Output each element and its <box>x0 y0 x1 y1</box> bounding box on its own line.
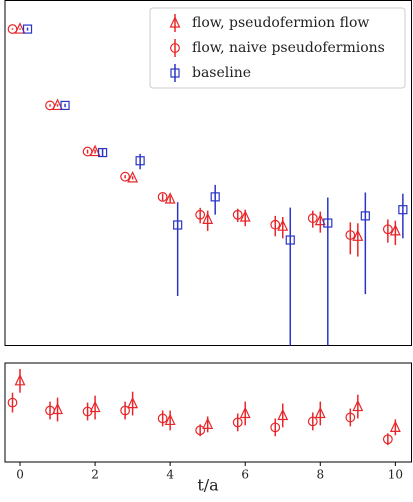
marker <box>277 219 289 231</box>
marker <box>202 212 214 225</box>
marker <box>14 22 26 34</box>
marker <box>52 402 63 415</box>
marker <box>314 406 326 419</box>
marker <box>232 417 243 428</box>
marker <box>270 422 281 433</box>
x-axis-label: t/a <box>197 476 219 495</box>
marker <box>120 171 131 182</box>
marker <box>97 147 108 158</box>
marker <box>127 396 139 409</box>
marker <box>157 192 168 202</box>
marker <box>202 417 214 429</box>
marker <box>307 213 318 224</box>
marker <box>52 98 63 111</box>
marker <box>173 220 183 230</box>
legend-marker <box>169 16 181 28</box>
marker <box>277 408 289 421</box>
marker <box>398 205 408 215</box>
marker <box>239 406 251 419</box>
marker <box>135 156 145 166</box>
marker <box>120 405 131 416</box>
marker <box>82 406 93 417</box>
marker <box>195 425 206 436</box>
legend-label: baseline <box>192 65 251 81</box>
marker <box>82 146 93 157</box>
marker <box>307 416 318 427</box>
marker <box>270 219 281 230</box>
marker <box>382 224 393 235</box>
x-tick-label: 2 <box>91 468 99 482</box>
marker <box>22 24 33 34</box>
legend-label: flow, naive pseudofermions <box>192 40 385 56</box>
x-tick-label: 0 <box>16 468 24 482</box>
marker <box>285 235 295 245</box>
x-tick-label: 8 <box>316 468 324 482</box>
marker <box>232 209 243 220</box>
marker <box>389 420 401 432</box>
marker <box>89 144 101 157</box>
marker <box>45 405 55 416</box>
marker <box>389 224 401 236</box>
x-tick-label: 6 <box>241 468 249 482</box>
marker <box>239 210 251 222</box>
marker <box>157 413 168 424</box>
marker <box>164 192 176 204</box>
legend-box <box>149 7 406 89</box>
marker <box>127 170 139 183</box>
marker <box>323 218 333 228</box>
marker <box>314 213 326 226</box>
marker <box>345 412 356 423</box>
marker <box>352 399 364 412</box>
marker <box>360 211 370 221</box>
legend-marker <box>170 68 180 78</box>
legend-marker <box>170 43 180 53</box>
legend-label: flow, pseudofermion flow <box>192 15 369 31</box>
top-frame <box>4 0 412 346</box>
marker <box>164 413 176 426</box>
marker <box>382 434 393 445</box>
marker <box>89 400 101 413</box>
x-tick-label: 4 <box>166 468 174 482</box>
marker <box>195 209 206 220</box>
marker <box>14 373 26 386</box>
marker <box>7 24 18 34</box>
x-tick-label: 10 <box>388 468 403 482</box>
marker <box>7 397 18 408</box>
marker <box>352 229 364 241</box>
bottom-frame <box>4 362 412 463</box>
marker <box>210 192 220 202</box>
marker <box>60 100 70 111</box>
marker <box>45 100 55 111</box>
marker <box>345 230 356 240</box>
